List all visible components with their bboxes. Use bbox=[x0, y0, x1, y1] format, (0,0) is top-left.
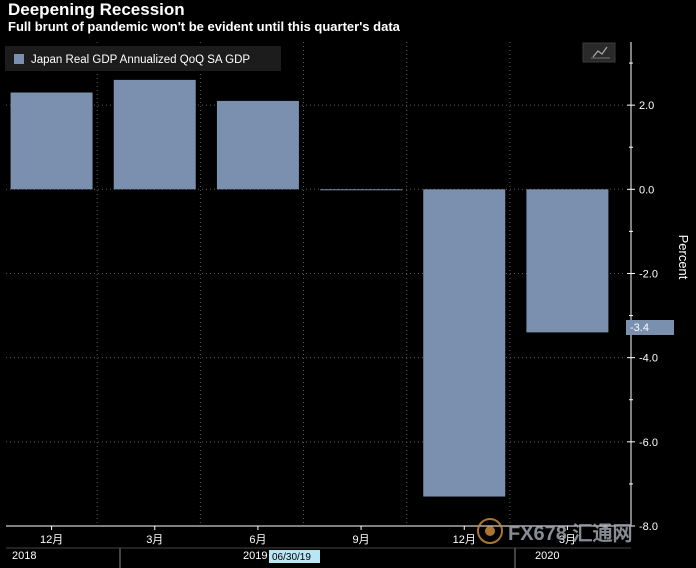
legend-label: Japan Real GDP Annualized QoQ SA GDP bbox=[31, 54, 250, 66]
y-tick-label: 0.0 bbox=[639, 184, 654, 196]
bars bbox=[10, 79, 609, 497]
y-tick-label: 2.0 bbox=[639, 100, 654, 112]
x-tick-label: 12月 bbox=[40, 534, 63, 546]
legend-box bbox=[5, 46, 281, 71]
last-value-label: -3.4 bbox=[630, 322, 649, 334]
watermark: FX678 汇通网 bbox=[477, 518, 632, 545]
year-label: 2018 bbox=[12, 550, 36, 562]
y-tick-label: -8.0 bbox=[639, 521, 658, 533]
bar bbox=[423, 189, 506, 497]
legend[interactable]: Japan Real GDP Annualized QoQ SA GDP bbox=[5, 46, 281, 71]
year-label: 2020 bbox=[535, 550, 559, 562]
bar bbox=[10, 92, 93, 190]
x-tick-label: 3月 bbox=[559, 534, 576, 546]
chart-title: Deepening Recession bbox=[8, 0, 185, 19]
x-tick-label: 3月 bbox=[146, 534, 163, 546]
grid-lines bbox=[6, 42, 625, 527]
last-value-callout: -3.4 bbox=[626, 320, 674, 335]
bar bbox=[526, 189, 609, 333]
legend-swatch bbox=[14, 54, 24, 64]
x-tick-label: 6月 bbox=[249, 534, 266, 546]
y-tick-label: -6.0 bbox=[639, 437, 658, 449]
date-marker: 06/30/19 bbox=[269, 550, 320, 563]
year-label: 2019 bbox=[243, 550, 267, 562]
bar bbox=[113, 79, 196, 190]
chart-type-icon[interactable] bbox=[582, 42, 616, 63]
y-axis-label: Percent bbox=[676, 235, 691, 280]
x-tick-label: 12月 bbox=[453, 534, 476, 546]
bar bbox=[320, 189, 403, 191]
y-tick-label: -4.0 bbox=[639, 353, 658, 365]
chart-subtitle: Full brunt of pandemic won't be evident … bbox=[8, 19, 400, 34]
watermark-text: FX678 汇通网 bbox=[508, 522, 632, 545]
bar bbox=[216, 100, 299, 190]
axes: 2.0 0.0 -2.0 -4.0 -6.0 -8.0 12月 3月 6月 9月 12月 3月 2018… bbox=[6, 42, 658, 568]
date-marker-label: 06/30/19 bbox=[272, 552, 311, 563]
x-tick-label: 9月 bbox=[353, 534, 370, 546]
y-tick-label: -2.0 bbox=[639, 268, 658, 280]
